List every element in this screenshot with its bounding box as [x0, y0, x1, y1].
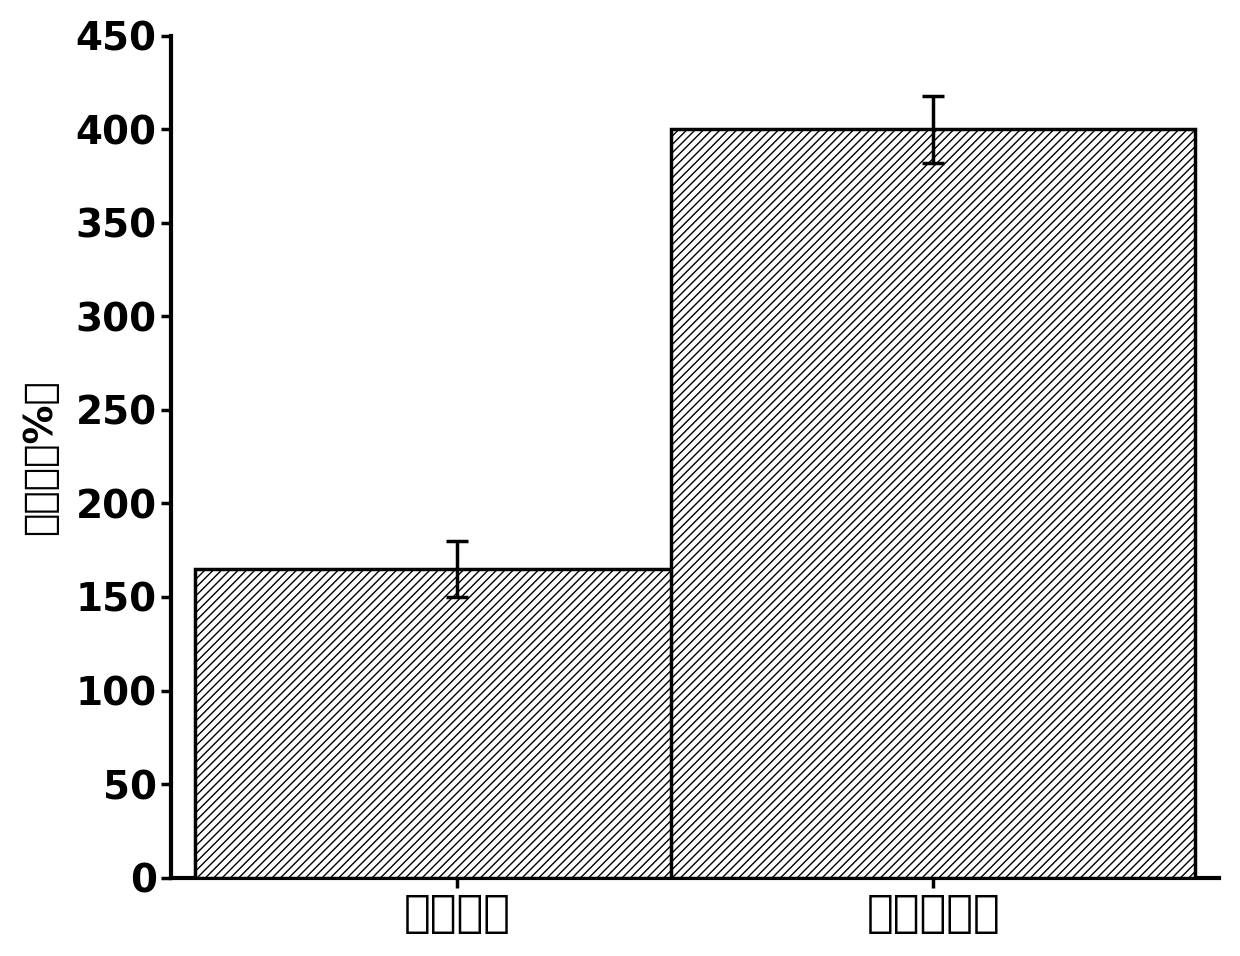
Y-axis label: 溶胀率（%）: 溶胀率（%） — [21, 379, 58, 534]
Bar — [195, 569, 719, 878]
Bar — [671, 129, 1195, 878]
